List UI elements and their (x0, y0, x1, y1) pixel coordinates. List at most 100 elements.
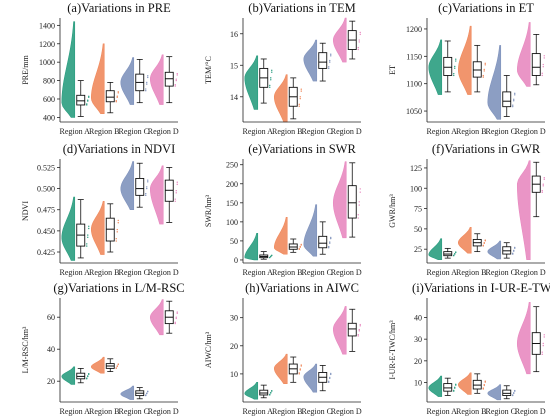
data-point (330, 55, 332, 57)
data-point (482, 244, 484, 246)
x-tick-label: Region B (89, 407, 119, 416)
x-tick-label: Region D (331, 127, 362, 136)
data-point (88, 95, 90, 97)
data-point (175, 78, 177, 80)
data-point (453, 389, 455, 392)
x-tick-label: Region D (148, 407, 179, 416)
violin-shape (516, 302, 531, 375)
data-point (299, 96, 301, 98)
data-point (358, 41, 360, 43)
data-point (542, 66, 544, 68)
x-tick-label: Region B (272, 268, 302, 277)
data-point (357, 214, 359, 216)
data-point (176, 74, 178, 76)
data-point (86, 377, 88, 379)
y-tick-label: 20 (230, 342, 238, 351)
y-tick-label: 60 (47, 313, 55, 322)
box (105, 90, 115, 103)
data-point (330, 236, 332, 239)
data-point (543, 55, 545, 57)
panel-a: (a)Variations in PRE PRE/mm 400 600 800 1000 1… (21, 1, 179, 136)
y-tick-label: 30 (230, 314, 238, 323)
data-point (514, 92, 516, 95)
box (76, 94, 86, 106)
data-point (88, 225, 90, 228)
y-tick-label: 0.425 (37, 248, 55, 257)
data-point (512, 252, 514, 255)
x-tick-label: Region A (60, 268, 91, 277)
data-point (115, 240, 117, 242)
box (318, 52, 328, 69)
x-tick-label: Region D (148, 268, 179, 277)
x-tick-label: Region C (119, 407, 149, 416)
data-point (300, 365, 302, 367)
violin-shape (428, 39, 443, 95)
data-point (174, 322, 176, 325)
y-axis-label: GWR/hm³ (388, 194, 397, 228)
violin-shape (149, 165, 164, 225)
y-tick-label: 0 (234, 256, 238, 265)
data-point (88, 96, 90, 98)
data-point (359, 188, 361, 190)
data-point (174, 84, 176, 86)
data-point (271, 69, 273, 72)
box (443, 383, 453, 392)
y-tick-label: 0.525 (37, 163, 55, 172)
data-point (329, 242, 331, 244)
data-point (117, 91, 119, 93)
panel-b: (b)Variations in TEM TEM/°C 14 15 16 Region A… (204, 1, 362, 136)
data-point (328, 66, 330, 68)
x-tick-label: Region A (60, 407, 91, 416)
data-point (484, 62, 486, 65)
box (135, 177, 145, 196)
violin-shape (120, 161, 135, 211)
data-point (116, 231, 118, 233)
data-point (176, 312, 178, 315)
y-tick-label: 1200 (406, 25, 422, 34)
x-tick-label: Region D (515, 268, 546, 277)
y-tick-label: 0.475 (37, 206, 55, 215)
violin-shape (487, 240, 502, 260)
y-tick-label: 1050 (406, 107, 422, 116)
violin-shape (61, 366, 76, 385)
data-point (271, 254, 273, 256)
data-point (271, 389, 273, 392)
data-point (174, 200, 176, 202)
data-point (329, 61, 331, 63)
data-point (270, 255, 272, 258)
violin-shape (303, 39, 318, 82)
x-tick-label: Region C (119, 127, 149, 136)
y-axis-label: NDVI (21, 201, 30, 221)
y-tick-label: 10 (230, 370, 238, 379)
data-point (176, 72, 178, 75)
data-point (328, 247, 330, 249)
x-tick-label: Region B (456, 268, 486, 277)
data-point (542, 342, 544, 345)
panel-title: (d)Variations in NDVI (63, 142, 175, 156)
panel-d: (d)Variations in NDVI NDVI 0.425 0.450 0.475… (21, 142, 179, 277)
data-point (145, 90, 147, 92)
data-point (115, 367, 117, 369)
data-point (300, 364, 302, 366)
box (347, 322, 357, 337)
data-point (514, 246, 516, 249)
y-tick-label: 30 (414, 335, 422, 344)
data-point (116, 365, 118, 367)
x-tick-label: Region A (427, 268, 458, 277)
data-point (482, 76, 484, 78)
violin-shape (457, 372, 472, 395)
data-point (454, 252, 456, 255)
data-point (455, 60, 457, 62)
y-tick-label: 16 (230, 30, 238, 39)
data-point (117, 219, 119, 222)
data-point (270, 79, 272, 81)
data-point (174, 198, 176, 200)
x-tick-label: Region A (427, 127, 458, 136)
data-point (87, 99, 89, 101)
y-tick-label: 40 (414, 314, 422, 323)
box (531, 53, 541, 76)
data-point (176, 181, 178, 183)
y-tick-label: 250 (226, 161, 238, 170)
violin-shape (428, 375, 443, 397)
x-tick-label: Region C (302, 127, 332, 136)
